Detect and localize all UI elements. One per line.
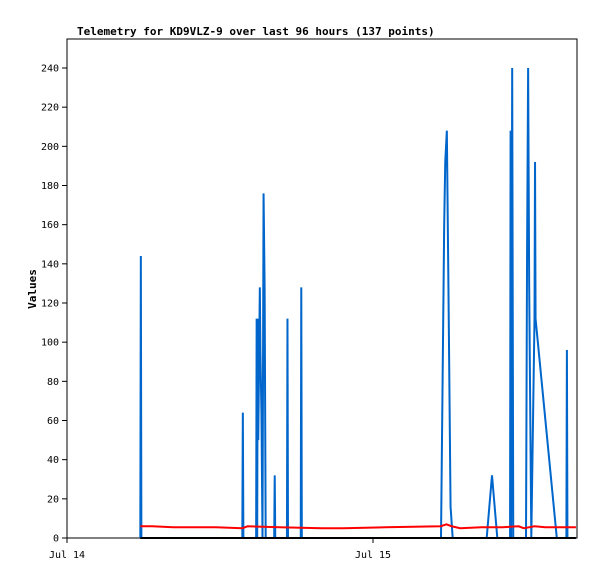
y-tick-label: 160	[41, 220, 59, 231]
y-tick-label: 60	[47, 416, 59, 427]
series-line-2	[140, 523, 576, 530]
y-axis: 0 20 40 60 80 100 120 140 160 180 200 220 240	[41, 64, 67, 545]
series-layer	[139, 67, 576, 539]
y-tick-label: 220	[41, 103, 59, 114]
chart-title: Telemetry for KD9VLZ-9 over last 96 hour…	[77, 25, 435, 38]
x-axis: Jul 14 Jul 15	[49, 538, 391, 561]
y-tick-label: 180	[41, 181, 59, 192]
y-tick-label: 80	[47, 377, 59, 388]
series-line-1	[139, 67, 569, 539]
y-tick-label: 0	[53, 534, 59, 545]
y-tick-label: 120	[41, 299, 59, 310]
y-tick-label: 100	[41, 338, 59, 349]
y-tick-label: 20	[47, 494, 59, 505]
y-axis-label: Values	[26, 269, 39, 309]
y-tick-label: 240	[41, 64, 59, 75]
y-tick-label: 200	[41, 142, 59, 153]
plot-area	[66, 38, 578, 539]
x-tick-label: Jul 15	[355, 550, 391, 561]
y-tick-label: 40	[47, 455, 59, 466]
y-tick-label: 140	[41, 259, 59, 270]
x-tick-label: Jul 14	[49, 550, 85, 561]
